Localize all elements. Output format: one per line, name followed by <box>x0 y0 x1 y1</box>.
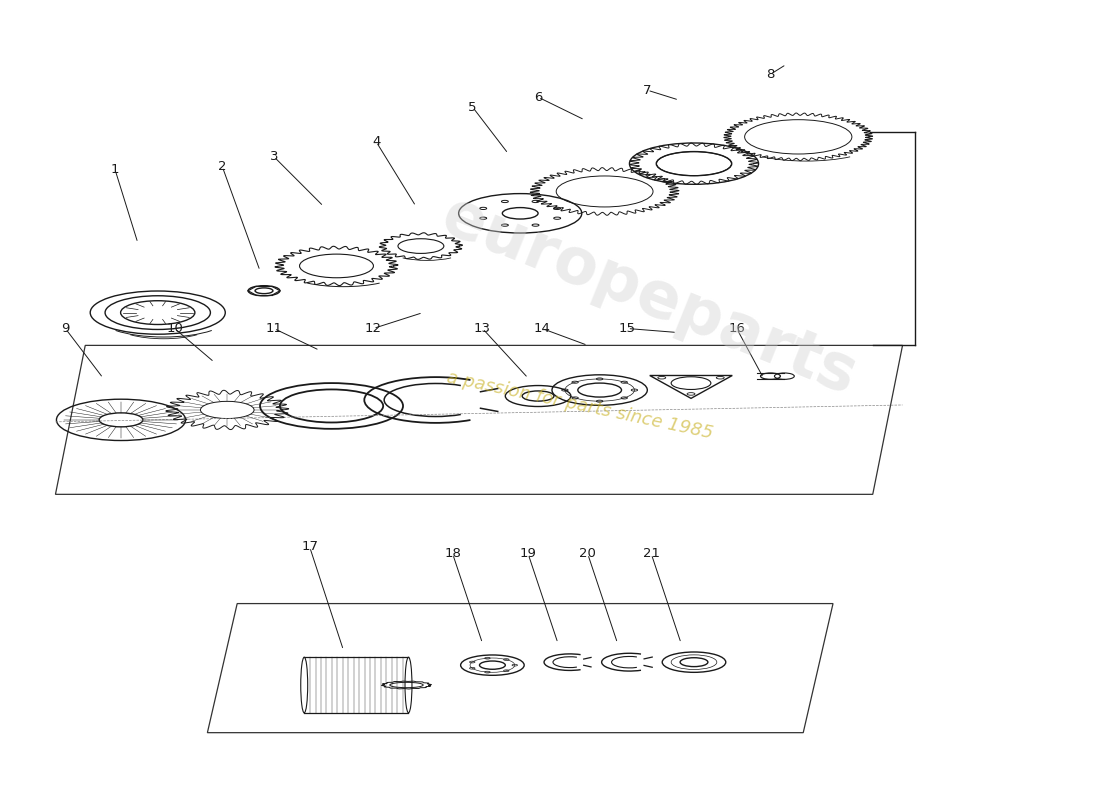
Text: 4: 4 <box>372 135 381 148</box>
Text: 6: 6 <box>534 90 542 104</box>
Text: 7: 7 <box>644 84 651 97</box>
Text: 11: 11 <box>265 322 283 335</box>
Text: 1: 1 <box>111 163 119 176</box>
Text: 15: 15 <box>619 322 636 335</box>
Text: 13: 13 <box>474 322 491 335</box>
Text: a passion for parts since 1985: a passion for parts since 1985 <box>446 368 715 442</box>
Text: 19: 19 <box>519 547 537 561</box>
Text: 5: 5 <box>469 101 476 114</box>
Text: 18: 18 <box>444 547 461 561</box>
Text: europeparts: europeparts <box>432 184 866 407</box>
Text: 2: 2 <box>218 160 227 173</box>
Text: 8: 8 <box>767 68 774 81</box>
Text: 3: 3 <box>270 150 278 163</box>
Text: 10: 10 <box>166 322 183 335</box>
Text: 12: 12 <box>365 322 382 335</box>
Text: 16: 16 <box>728 322 745 335</box>
Text: 9: 9 <box>62 322 69 335</box>
Text: 14: 14 <box>534 322 550 335</box>
Text: 17: 17 <box>301 541 318 554</box>
Text: 20: 20 <box>580 547 596 561</box>
Text: 21: 21 <box>642 547 660 561</box>
